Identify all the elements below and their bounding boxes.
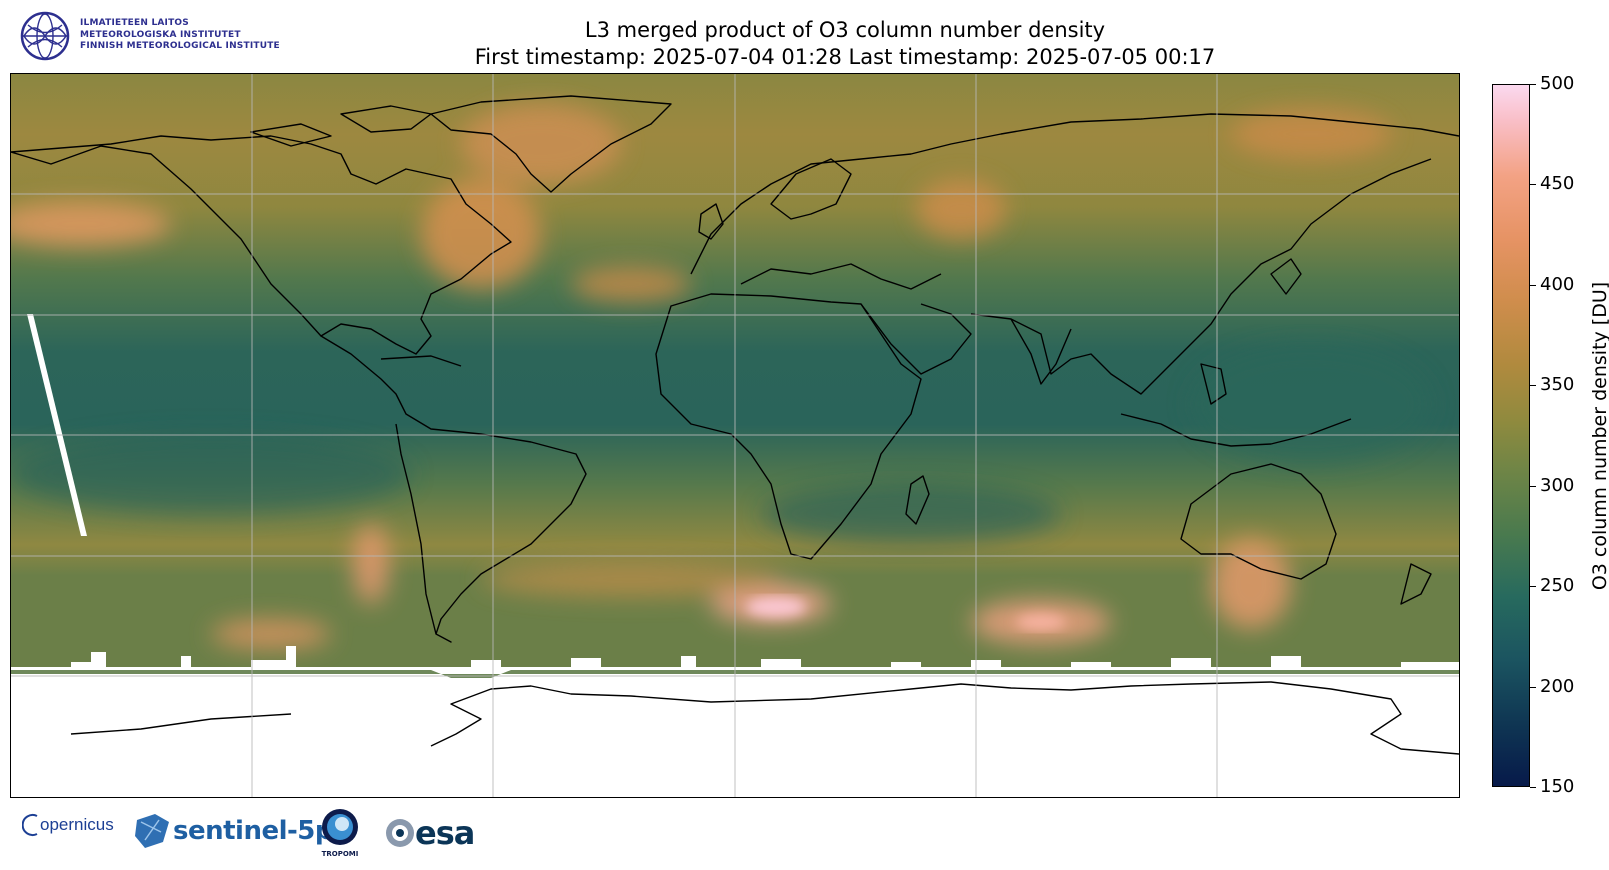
colorbar-label: O3 column number density [DU] (1589, 281, 1609, 591)
colorbar-tick-label: 350 (1540, 374, 1575, 395)
fmi-line-2: METEOROLOGISKA INSTITUTET (80, 29, 241, 40)
colorbar-tick (1530, 285, 1536, 286)
colorbar-tick (1530, 84, 1536, 85)
colorbar-tick-label: 500 (1540, 73, 1575, 94)
sentinel-5p-logo: sentinel-5p (133, 812, 334, 850)
copernicus-text: opernicus (40, 815, 114, 834)
map-title: L3 merged product of O3 column number de… (584, 18, 1106, 42)
esa-logo: esa (385, 814, 475, 852)
colorbar-tick-label: 200 (1540, 676, 1575, 697)
no-data-swath (27, 314, 87, 536)
colorbar-tick (1530, 586, 1536, 587)
colorbar (1492, 84, 1530, 787)
fmi-line-3: FINNISH METEOROLOGICAL INSTITUTE (80, 41, 280, 51)
colorbar-tick (1530, 486, 1536, 487)
colorbar-tick-label: 250 (1540, 575, 1575, 596)
sentinel-5p-text: sentinel-5p (173, 816, 334, 846)
esa-text: esa (415, 814, 475, 852)
tropomi-text: TROPOMI (321, 850, 359, 858)
fmi-logo: ILMATIETEEN LAITOS METEOROLOGISKA INSTIT… (18, 10, 318, 64)
tropomi-logo: TROPOMI (320, 808, 360, 858)
colorbar-tick (1530, 787, 1536, 788)
copernicus-c-icon (21, 814, 38, 836)
fmi-line-1: ILMATIETEEN LAITOS (80, 18, 189, 28)
colorbar-tick-label: 400 (1540, 274, 1575, 295)
fmi-emblem-icon (20, 11, 70, 61)
colorbar-tick (1530, 184, 1536, 185)
colorbar-tick-label: 450 (1540, 173, 1575, 194)
ozone-map (10, 73, 1460, 798)
copernicus-logo: opernicus (21, 812, 114, 838)
colorbar-tick-label: 300 (1540, 475, 1575, 496)
map-subtitle: First timestamp: 2025-07-04 01:28 Last t… (474, 45, 1216, 69)
colorbar-tick (1530, 687, 1536, 688)
satellite-icon (135, 814, 169, 848)
colorbar-tick-label: 150 (1540, 776, 1575, 797)
esa-emblem-icon (386, 819, 414, 847)
tropomi-eye-icon (322, 809, 358, 845)
colorbar-tick (1530, 385, 1536, 386)
gridlines (11, 74, 1459, 797)
